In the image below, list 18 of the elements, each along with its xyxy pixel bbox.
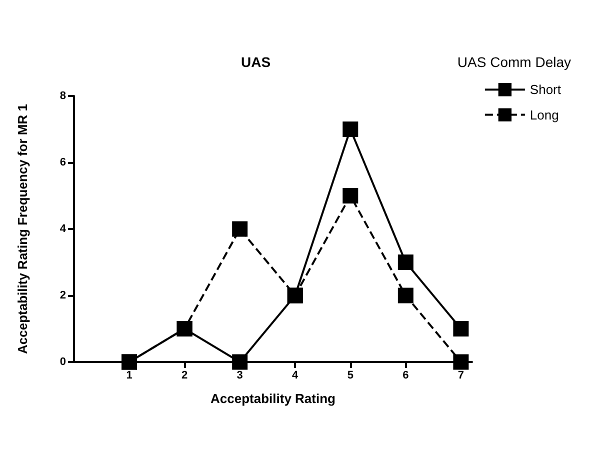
- x-tick-label: 5: [347, 370, 354, 382]
- legend-label: Long: [530, 107, 559, 122]
- y-axis-title: Acceptability Rating Frequency for MR 1: [15, 104, 30, 354]
- x-tick-label: 7: [458, 370, 464, 382]
- y-tick-label: 6: [60, 156, 66, 168]
- x-tick-label: 3: [236, 370, 243, 382]
- x-tick-label: 2: [181, 370, 188, 382]
- x-axis-title: Acceptability Rating: [210, 391, 336, 406]
- y-tick-label: 0: [60, 356, 66, 368]
- y-tick-label: 8: [60, 90, 66, 102]
- chart-title: UAS: [241, 54, 271, 70]
- x-tick-label: 4: [292, 370, 300, 382]
- x-tick-label: 6: [402, 370, 409, 382]
- legend-title: UAS Comm Delay: [457, 54, 572, 70]
- x-tick-label: 1: [126, 370, 132, 382]
- y-tick-label: 2: [60, 290, 66, 302]
- y-tick-label: 4: [60, 223, 67, 235]
- legend-label: Short: [530, 82, 562, 98]
